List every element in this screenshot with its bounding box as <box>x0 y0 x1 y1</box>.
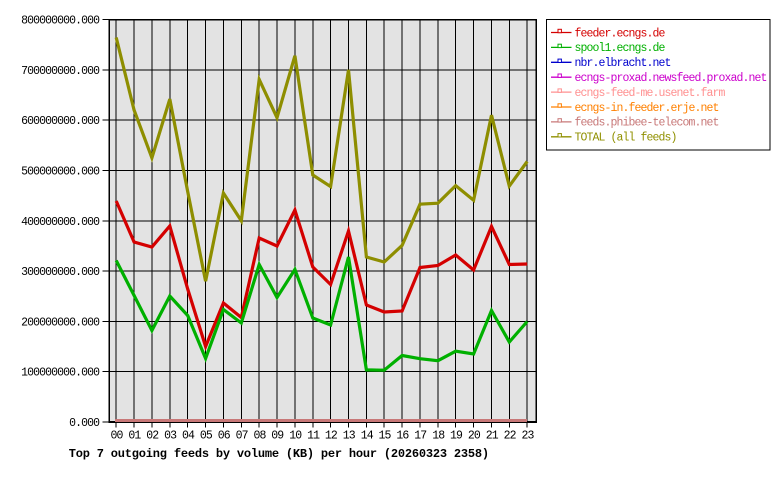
svg-text:ecngs-in.feeder.erje.net: ecngs-in.feeder.erje.net <box>575 102 719 115</box>
svg-text:600000000.000: 600000000.000 <box>21 115 100 128</box>
svg-text:05: 05 <box>200 430 213 443</box>
svg-text:17: 17 <box>414 430 426 443</box>
svg-text:07: 07 <box>236 430 248 443</box>
svg-text:00: 00 <box>110 430 123 443</box>
svg-text:700000000.000: 700000000.000 <box>21 65 100 78</box>
svg-text:feeder.ecngs.de: feeder.ecngs.de <box>575 27 666 40</box>
svg-text:13: 13 <box>343 430 356 443</box>
svg-text:12: 12 <box>325 430 338 443</box>
svg-text:500000000.000: 500000000.000 <box>21 166 100 179</box>
svg-text:23: 23 <box>521 430 534 443</box>
svg-text:TOTAL (all feeds): TOTAL (all feeds) <box>575 132 677 145</box>
svg-text:16: 16 <box>396 430 409 443</box>
svg-text:04: 04 <box>182 430 195 443</box>
svg-text:ecngs-proxad.newsfeed.proxad.n: ecngs-proxad.newsfeed.proxad.net <box>575 72 767 85</box>
svg-text:02: 02 <box>146 430 159 443</box>
svg-text:Top 7 outgoing feeds by volume: Top 7 outgoing feeds by volume (KB) per … <box>69 447 489 461</box>
svg-text:nbr.elbracht.net: nbr.elbracht.net <box>575 57 671 70</box>
svg-text:200000000.000: 200000000.000 <box>21 316 100 329</box>
svg-text:22: 22 <box>504 430 517 443</box>
svg-text:300000000.000: 300000000.000 <box>21 266 100 279</box>
svg-text:06: 06 <box>218 430 231 443</box>
svg-text:15: 15 <box>378 430 391 443</box>
svg-text:ecngs-feed-me.usenet.farm: ecngs-feed-me.usenet.farm <box>575 87 726 100</box>
svg-text:feeds.phibee-telecom.net: feeds.phibee-telecom.net <box>575 117 719 130</box>
svg-text:400000000.000: 400000000.000 <box>21 216 100 229</box>
svg-text:10: 10 <box>289 430 302 443</box>
svg-text:18: 18 <box>432 430 445 443</box>
svg-text:14: 14 <box>361 430 374 443</box>
svg-text:800000000.000: 800000000.000 <box>21 15 100 28</box>
svg-text:20: 20 <box>468 430 481 443</box>
svg-text:09: 09 <box>271 430 284 443</box>
svg-text:0.000: 0.000 <box>69 417 100 430</box>
svg-text:01: 01 <box>128 430 141 443</box>
svg-text:08: 08 <box>253 430 266 443</box>
svg-text:spool1.ecngs.de: spool1.ecngs.de <box>575 42 666 55</box>
svg-text:11: 11 <box>307 430 320 443</box>
svg-text:21: 21 <box>486 430 499 443</box>
svg-text:19: 19 <box>450 430 463 443</box>
svg-text:03: 03 <box>164 430 177 443</box>
svg-text:100000000.000: 100000000.000 <box>21 367 100 380</box>
